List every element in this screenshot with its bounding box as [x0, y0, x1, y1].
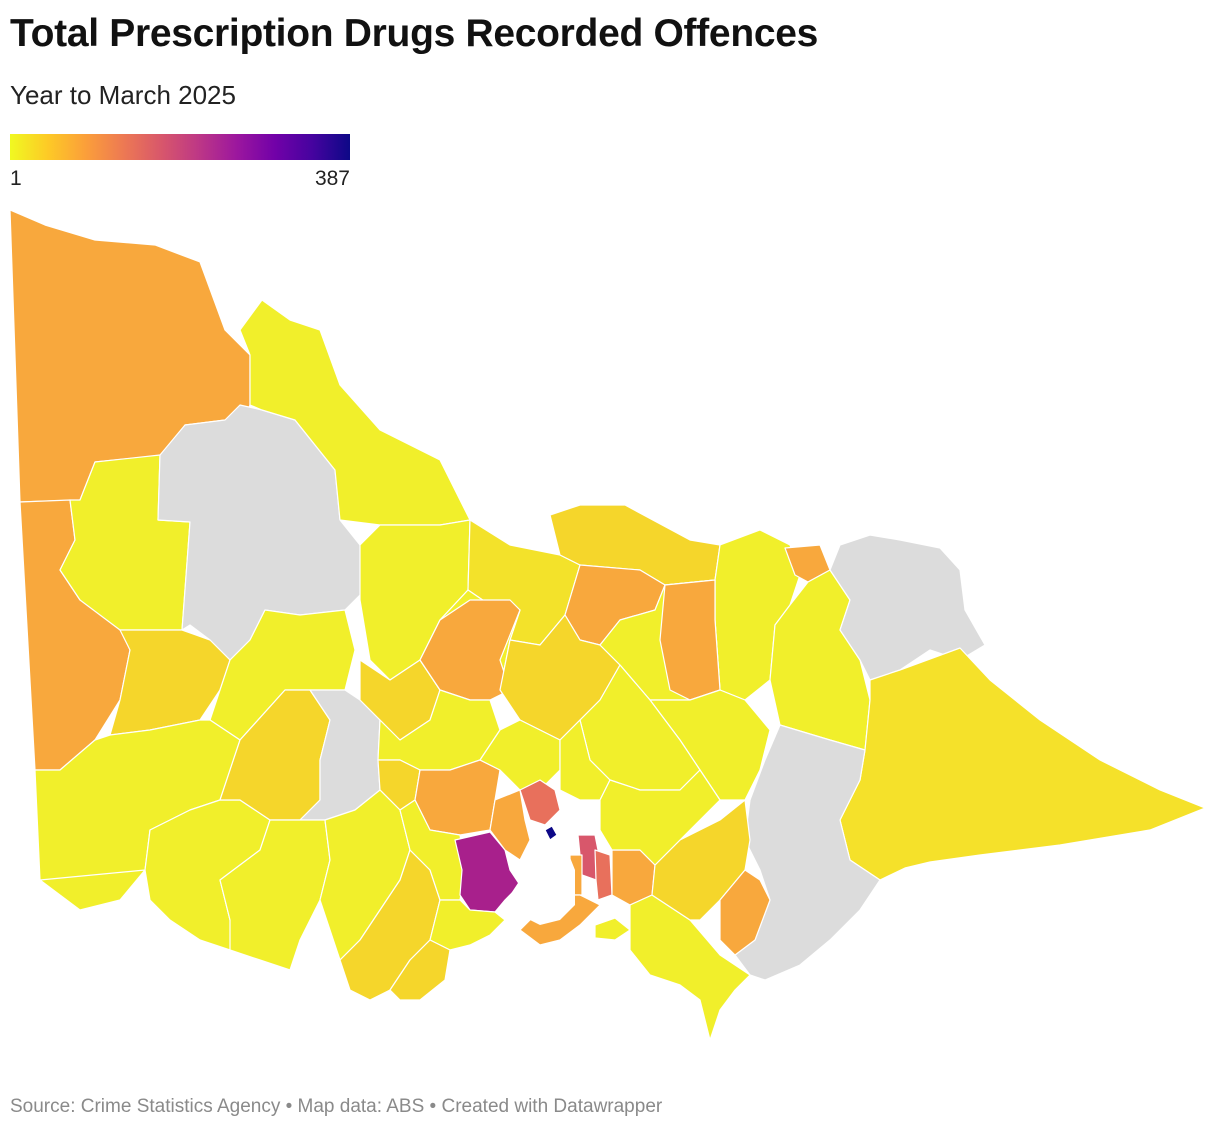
- region-orange-outer-west[interactable]: [414, 759, 501, 836]
- chart-title: Total Prescription Drugs Recorded Offenc…: [10, 12, 819, 55]
- region-metro-inner[interactable]: [544, 825, 558, 841]
- region-surf-coast[interactable]: [389, 939, 451, 1001]
- region-orange-central-2[interactable]: [659, 579, 721, 701]
- source-credit: Source: Crime Statistics Agency • Map da…: [10, 1096, 663, 1117]
- legend-max-label: 387: [314, 167, 350, 190]
- region-east-gippsland[interactable]: [839, 647, 1206, 881]
- legend-min-label: 1: [10, 167, 22, 190]
- legend-gradient-bar: [10, 134, 350, 160]
- region-red-metro-south[interactable]: [594, 849, 613, 901]
- port-phillip-bay: [510, 842, 575, 925]
- region-latrobe[interactable]: [719, 869, 771, 956]
- region-red-metro-north[interactable]: [519, 779, 561, 826]
- choropleth-map: [9, 209, 1206, 1041]
- region-phillip-island[interactable]: [594, 917, 631, 941]
- region-yarra-ranges[interactable]: [599, 769, 721, 866]
- chart-subtitle: Year to March 2025: [10, 80, 236, 110]
- color-legend: 1 387: [10, 134, 350, 191]
- region-no-data-alpine[interactable]: [829, 534, 986, 681]
- region-orange-metro-west[interactable]: [489, 789, 531, 861]
